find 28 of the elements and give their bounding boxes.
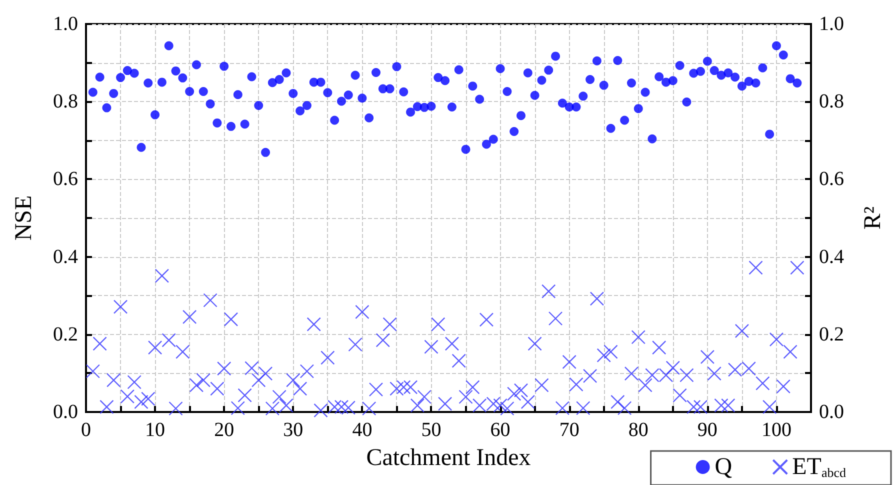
y-tick-label: 0.8 <box>53 90 78 113</box>
legend-label: ETabcd <box>792 454 846 480</box>
y2-tick-label: 0.0 <box>819 401 844 423</box>
legend-label: Q <box>714 454 732 480</box>
x-tick-label: 90 <box>697 419 718 441</box>
x-tick-label: 10 <box>145 419 166 441</box>
x-tick-label: 20 <box>214 419 234 441</box>
x-tick-label: 60 <box>490 419 510 441</box>
x-axis-title: Catchment Index <box>366 445 531 471</box>
x-tick-label: 70 <box>559 419 580 441</box>
x-tick-label: 50 <box>421 419 442 441</box>
y-tick-label: 0.2 <box>53 323 78 346</box>
y-tick-label: 0.0 <box>53 401 78 423</box>
x-tick-label: 100 <box>761 419 792 441</box>
x-tick-label: 30 <box>283 419 304 441</box>
y2-tick-label: 0.8 <box>819 90 844 113</box>
y-tick-label: 0.4 <box>53 246 78 268</box>
y2-tick-label: 0.2 <box>819 323 844 346</box>
x-tick-label: 40 <box>352 419 372 441</box>
y2-axis-title: R² <box>860 206 886 230</box>
y-tick-label: 1.0 <box>53 13 78 35</box>
y-tick-label: 0.6 <box>53 168 78 190</box>
y2-tick-label: 1.0 <box>819 13 844 35</box>
x-tick-label: 0 <box>81 419 91 441</box>
y2-tick-label: 0.6 <box>819 168 844 190</box>
y2-tick-label: 0.4 <box>819 246 844 268</box>
y-axis-title: NSE <box>11 195 37 241</box>
x-tick-label: 80 <box>628 419 648 441</box>
